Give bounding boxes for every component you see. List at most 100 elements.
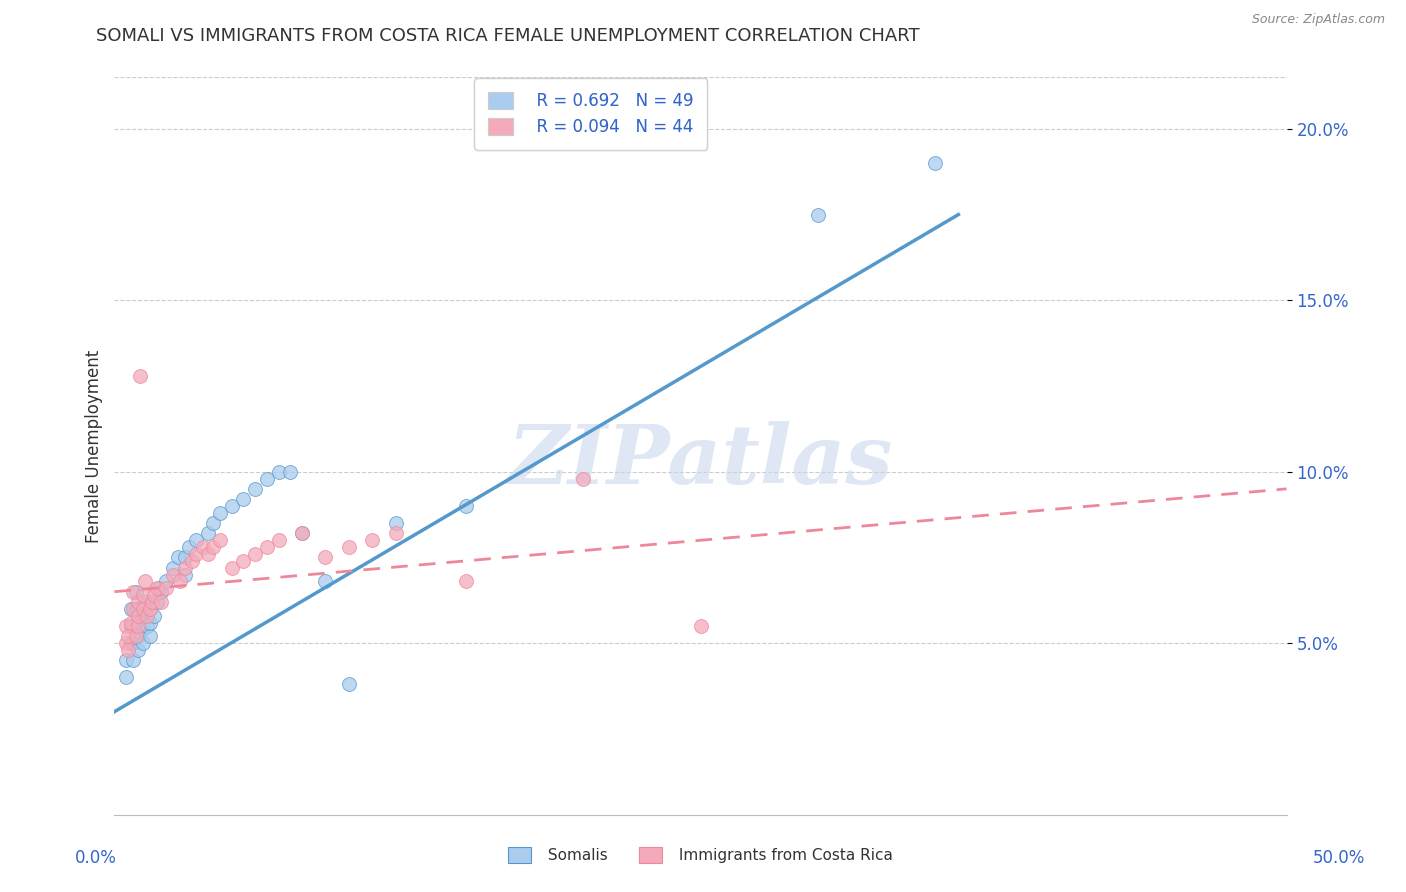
Point	[384, 516, 406, 530]
Point	[115, 670, 138, 684]
Point	[127, 602, 149, 616]
Point	[143, 588, 166, 602]
Text: SOMALI VS IMMIGRANTS FROM COSTA RICA FEMALE UNEMPLOYMENT CORRELATION CHART: SOMALI VS IMMIGRANTS FROM COSTA RICA FEM…	[96, 27, 920, 45]
Point	[122, 619, 145, 633]
Point	[138, 602, 160, 616]
Point	[120, 636, 142, 650]
Point	[162, 567, 184, 582]
Point	[127, 629, 149, 643]
Point	[689, 619, 711, 633]
Point	[186, 547, 208, 561]
Point	[122, 653, 145, 667]
Y-axis label: Female Unemployment: Female Unemployment	[86, 350, 103, 542]
Point	[115, 619, 138, 633]
Point	[232, 554, 254, 568]
Point	[384, 526, 406, 541]
Point	[256, 540, 278, 554]
Text: Source: ZipAtlas.com: Source: ZipAtlas.com	[1251, 13, 1385, 27]
Legend:   R = 0.692   N = 49,   R = 0.094   N = 44: R = 0.692 N = 49, R = 0.094 N = 44	[474, 78, 707, 150]
Point	[361, 533, 384, 548]
Point	[124, 602, 146, 616]
Point	[924, 156, 946, 170]
Point	[120, 602, 142, 616]
Point	[221, 499, 243, 513]
Point	[337, 540, 360, 554]
Point	[127, 615, 149, 630]
Point	[120, 615, 142, 630]
Point	[122, 602, 145, 616]
Point	[134, 595, 156, 609]
Text: 0.0%: 0.0%	[75, 849, 117, 867]
Point	[807, 208, 830, 222]
Point	[117, 643, 139, 657]
Point	[129, 368, 152, 383]
Point	[134, 574, 156, 589]
Point	[314, 550, 336, 565]
Point	[267, 533, 290, 548]
Point	[117, 629, 139, 643]
Point	[208, 533, 231, 548]
Point	[138, 602, 160, 616]
Point	[197, 526, 219, 541]
Point	[127, 595, 149, 609]
Point	[138, 629, 160, 643]
Point	[124, 584, 146, 599]
Point	[131, 602, 153, 616]
Point	[150, 584, 173, 599]
Point	[124, 629, 146, 643]
Point	[120, 619, 142, 633]
Point	[291, 526, 314, 541]
Point	[572, 472, 595, 486]
Point	[221, 560, 243, 574]
Point	[148, 582, 170, 596]
Point	[454, 499, 477, 513]
Point	[141, 595, 163, 609]
Point	[122, 636, 145, 650]
Point	[143, 608, 166, 623]
Point	[136, 608, 159, 623]
Point	[201, 540, 224, 554]
Point	[243, 482, 266, 496]
Point	[197, 547, 219, 561]
Point	[127, 643, 149, 657]
Point	[138, 615, 160, 630]
Point	[232, 492, 254, 507]
Point	[115, 636, 138, 650]
Point	[150, 595, 173, 609]
Point	[179, 540, 201, 554]
Point	[201, 516, 224, 530]
Point	[173, 550, 195, 565]
Point	[193, 540, 215, 554]
Point	[256, 472, 278, 486]
Point	[337, 677, 360, 691]
Point	[291, 526, 314, 541]
Point	[454, 574, 477, 589]
Text: ZIPatlas: ZIPatlas	[508, 421, 893, 500]
Point	[278, 465, 301, 479]
Point	[173, 567, 195, 582]
Point	[267, 465, 290, 479]
Point	[173, 560, 195, 574]
Point	[314, 574, 336, 589]
Point	[131, 636, 153, 650]
Point	[243, 547, 266, 561]
Text: 50.0%: 50.0%	[1312, 849, 1365, 867]
Point	[145, 595, 167, 609]
Point	[127, 608, 149, 623]
Point	[186, 533, 208, 548]
Point	[166, 550, 188, 565]
Point	[155, 582, 177, 596]
Point	[180, 554, 202, 568]
Point	[127, 619, 149, 633]
Point	[115, 653, 138, 667]
Point	[131, 588, 153, 602]
Point	[122, 584, 145, 599]
Point	[134, 608, 156, 623]
Point	[162, 560, 184, 574]
Point	[169, 574, 191, 589]
Point	[208, 506, 231, 520]
Point	[145, 582, 167, 596]
Point	[155, 574, 177, 589]
Point	[131, 623, 153, 637]
Point	[136, 619, 159, 633]
